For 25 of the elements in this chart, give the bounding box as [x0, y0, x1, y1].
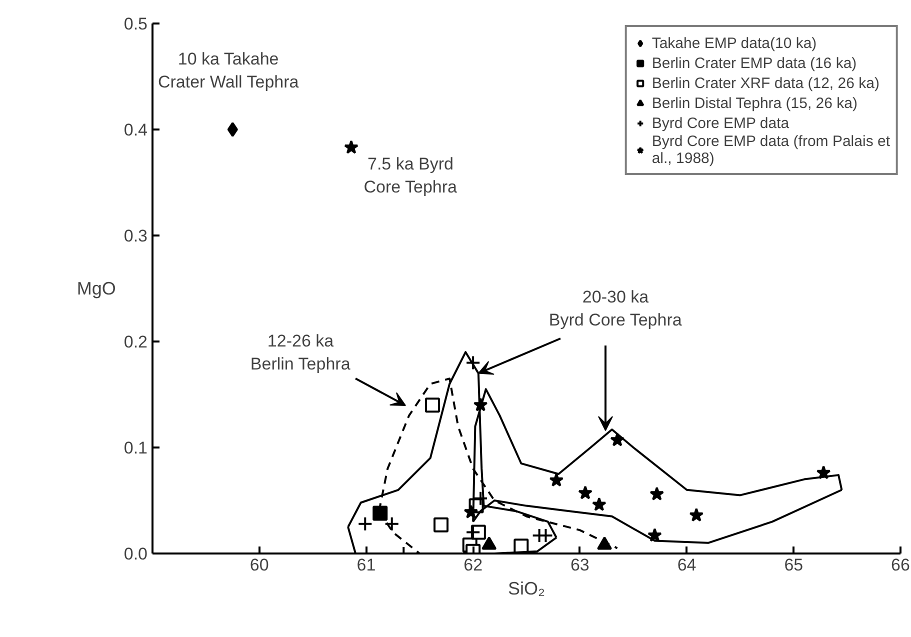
- y-tick-label: 0.3: [124, 226, 148, 246]
- y-tick-label: 0.0: [124, 544, 148, 564]
- x-tick-label: 66: [891, 556, 910, 574]
- x-tick-label: 62: [464, 556, 483, 574]
- x-tick-label: 63: [570, 556, 590, 574]
- legend-label: Berlin Distal Tephra (15, 26 ka): [652, 94, 858, 112]
- y-axis-title: MgO: [76, 278, 116, 298]
- y-tick-label: 0.4: [124, 120, 148, 140]
- annotation: 12-26 ka Berlin Tephra: [250, 332, 351, 374]
- x-tick-label: 61: [356, 556, 376, 574]
- legend-label: Takahe EMP data(10 ka): [652, 34, 817, 52]
- legend-label: Berlin Crater EMP data (16 ka): [652, 54, 857, 72]
- y-tick-label: 0.5: [124, 14, 148, 34]
- y-tick-label: 0.1: [124, 438, 148, 458]
- legend-label: Byrd Core EMP data (from Palais et al., 1988): [652, 133, 890, 167]
- legend-label: Berlin Crater XRF data (12, 26 ka): [652, 74, 880, 92]
- x-tick-label: 60: [250, 556, 269, 574]
- legend-label: Byrd Core EMP data: [652, 114, 790, 132]
- annotation: 20-30 ka Byrd Core Tephra: [548, 288, 682, 330]
- y-tick-label: 0.2: [124, 332, 148, 352]
- x-tick-label: 64: [677, 556, 696, 574]
- annotation: 7.5 ka Byrd Core Tephra: [364, 154, 458, 196]
- x-tick-label: 65: [784, 556, 804, 574]
- x-axis-title: SiO₂: [508, 578, 546, 598]
- annotation: 10 ka Takahe Crater Wall Tephra: [158, 50, 300, 92]
